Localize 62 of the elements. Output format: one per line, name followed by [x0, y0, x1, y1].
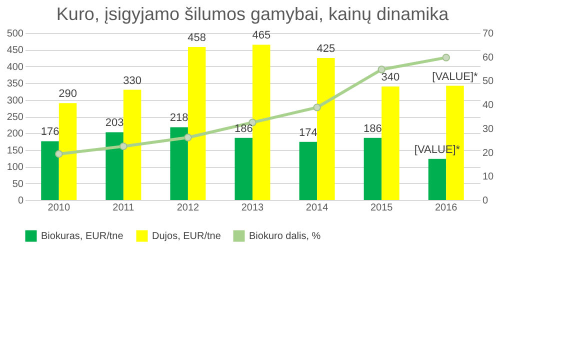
bar [106, 132, 124, 200]
y-tick-label: 0 [18, 196, 24, 206]
x-tick-label: 2012 [176, 202, 200, 214]
y-tick-label: 50 [12, 178, 24, 190]
data-label: 340 [381, 71, 400, 84]
point [184, 134, 192, 142]
data-label: [VALUE]* [432, 70, 479, 83]
x-tick-label: 2013 [241, 202, 264, 214]
data-label: 218 [170, 112, 188, 124]
bar [123, 90, 142, 200]
y2-tick-label: 30 [482, 124, 494, 135]
x-tick-label: 2011 [112, 202, 135, 214]
bar [364, 138, 382, 200]
y-tick-label: 250 [6, 112, 24, 123]
bar [188, 47, 206, 200]
y2-tick-label: 20 [482, 148, 494, 159]
bar [382, 86, 400, 200]
y2-tick-label: 10 [482, 172, 494, 183]
data-label: 186 [234, 122, 253, 135]
legend-label: Dujos, EUR/tne [152, 231, 222, 242]
chart-title: Kuro, įsigyjamo šilumos gamybai, kainų dinamika [56, 4, 450, 24]
bar [41, 141, 59, 200]
bar [170, 127, 188, 200]
data-label: 458 [188, 32, 206, 44]
bar [317, 58, 335, 200]
y2-tick-label: 50 [482, 76, 494, 88]
y-tick-label: 350 [6, 78, 24, 90]
y2-tick-label: 60 [482, 52, 494, 64]
x-tick-label: 2014 [306, 202, 329, 214]
bar [252, 44, 270, 200]
bar [58, 103, 77, 200]
bar [234, 138, 252, 200]
bar [299, 142, 318, 200]
data-label: 203 [105, 117, 124, 130]
data-label: 186 [364, 122, 382, 135]
point [442, 54, 450, 62]
y-tick-label: 150 [6, 145, 24, 156]
y-tick-label: 100 [6, 162, 24, 174]
data-label: 465 [252, 30, 271, 42]
x-tick-label: 2010 [48, 202, 70, 214]
data-label: 176 [40, 126, 60, 138]
y-tick-label: 500 [6, 28, 24, 40]
legend-label: Biokuro dalis, % [249, 231, 321, 242]
data-label: 330 [123, 74, 142, 87]
data-label: 174 [298, 126, 318, 139]
y-tick-label: 300 [6, 95, 24, 106]
y-tick-label: 400 [6, 62, 24, 73]
point [313, 104, 321, 112]
data-label: 425 [316, 43, 336, 56]
x-tick-label: 2016 [434, 202, 458, 214]
y2-tick-label: 70 [482, 28, 494, 40]
y2-tick-label: 40 [482, 100, 494, 112]
y2-tick-label: 0 [482, 196, 488, 206]
point [378, 66, 386, 74]
y-tick-label: 200 [6, 128, 24, 140]
data-label: 290 [58, 88, 77, 100]
point [55, 150, 63, 158]
bar [428, 158, 446, 200]
x-tick-label: 2015 [370, 202, 394, 214]
legend-label: Biokuras, EUR/tne [41, 231, 124, 242]
point [120, 142, 128, 150]
y-tick-label: 450 [6, 45, 24, 56]
